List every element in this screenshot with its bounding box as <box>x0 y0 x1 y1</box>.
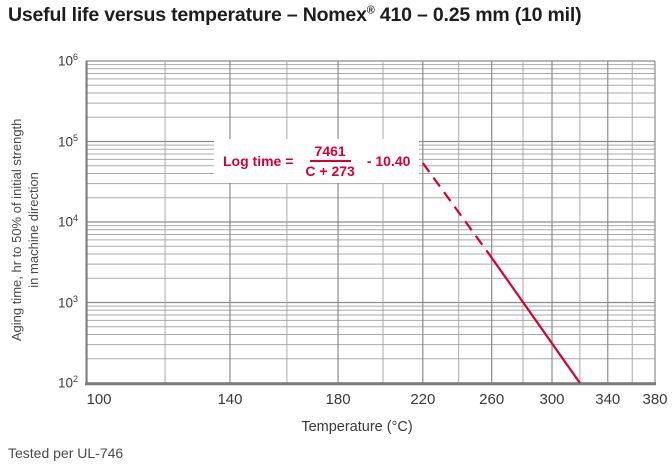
y-axis-title-line2: in machine direction <box>26 172 41 288</box>
chart-title-main: Useful life versus temperature – Nomex <box>8 4 367 26</box>
useful-life-line-solid <box>490 257 581 384</box>
registered-trademark-symbol: ® <box>366 4 375 17</box>
x-tick-label: 260 <box>479 391 505 408</box>
x-tick-label: 300 <box>539 391 565 408</box>
chart-title: Useful life versus temperature – Nomex® … <box>8 4 582 27</box>
x-tick-label: 340 <box>595 391 621 408</box>
useful-life-line-dashed <box>421 162 493 259</box>
plot-area <box>85 60 656 386</box>
y-tick-label: 105 <box>57 132 78 150</box>
footnote: Tested per UL-746 <box>8 445 124 461</box>
y-axis-title-line1: Aging time, hr to 50% of initial strengt… <box>9 118 25 342</box>
formula-prefix: Log time = <box>223 153 294 169</box>
x-tick-label: 380 <box>642 391 668 408</box>
y-axis-title: Aging time, hr to 50% of initial strengt… <box>9 70 43 390</box>
x-axis-title: Temperature (°C) <box>301 419 413 435</box>
y-tick-label: 104 <box>57 213 78 230</box>
y-tick-label: 103 <box>57 293 78 311</box>
formula-annotation: Log time = 7461 C + 273 - 10.40 <box>214 139 420 183</box>
x-tick-label: 220 <box>410 391 436 408</box>
formula-suffix: - 10.40 <box>366 153 411 169</box>
y-tick-label: 102 <box>57 374 78 391</box>
formula-numerator: 7461 <box>309 143 351 162</box>
chart-title-tail: 410 – 0.25 mm (10 mil) <box>374 4 582 26</box>
x-tick-label: 100 <box>86 391 112 408</box>
x-tick-label: 140 <box>217 391 243 408</box>
y-tick-label: 106 <box>57 52 78 69</box>
formula-fraction: 7461 C + 273 <box>300 143 359 179</box>
x-tick-label: 180 <box>325 391 351 408</box>
formula-denominator: C + 273 <box>305 163 355 179</box>
